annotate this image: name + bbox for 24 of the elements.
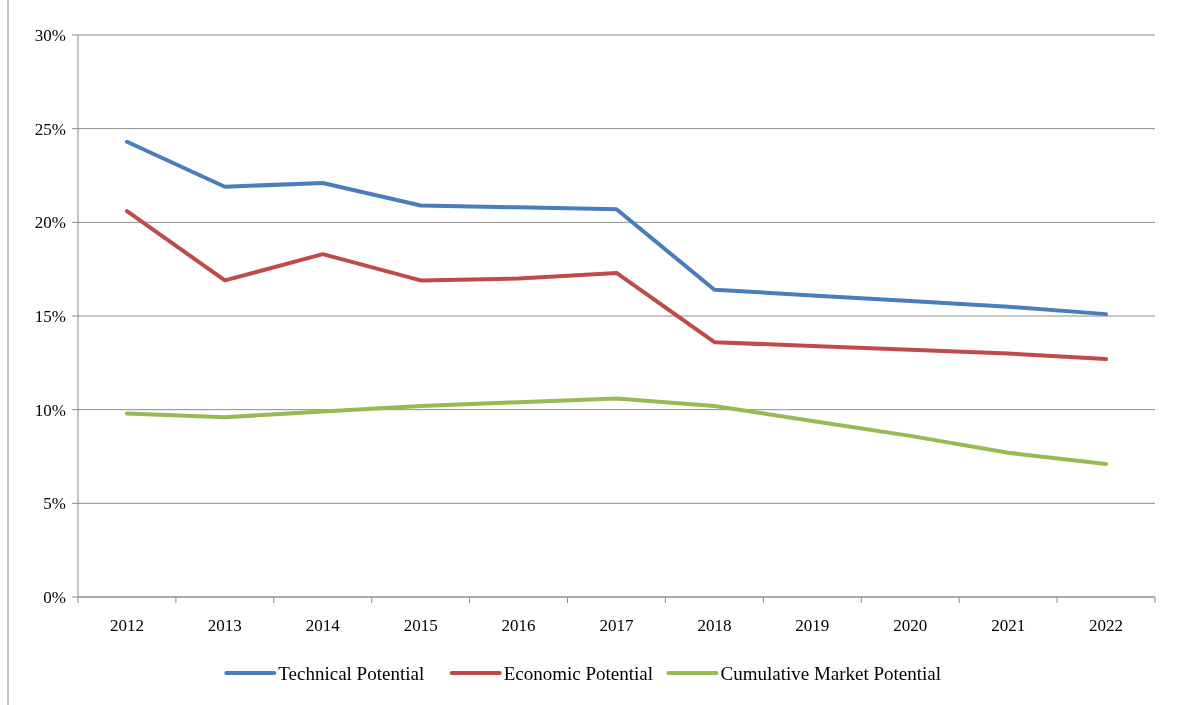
x-tick-label: 2021	[991, 616, 1026, 635]
y-tick-label: 20%	[34, 213, 66, 233]
y-tick-label: 15%	[34, 306, 66, 326]
x-tick-label: 2020	[893, 616, 928, 635]
y-tick-label: 0%	[43, 587, 66, 607]
legend-label: Technical Potential	[278, 662, 425, 684]
x-tick-label: 2022	[1089, 616, 1124, 635]
line-series	[124, 209, 1109, 362]
legend-label: Economic Potential	[503, 662, 654, 684]
y-tick-label: 30%	[34, 25, 66, 45]
line-series	[124, 139, 1109, 317]
x-tick-label: 2018	[697, 616, 732, 635]
x-tick-label: 2016	[501, 616, 536, 635]
y-tick-label: 10%	[34, 400, 66, 420]
y-tick-label: 25%	[34, 119, 66, 139]
legend-label: Cumulative Market Potential	[720, 662, 942, 684]
x-tick-label: 2014	[305, 616, 341, 635]
x-tick-label: 2012	[109, 616, 144, 635]
line-series	[124, 396, 1109, 466]
x-tick-label: 2013	[207, 616, 242, 635]
y-tick-label: 5%	[43, 494, 66, 514]
x-tick-label: 2015	[403, 616, 438, 635]
x-tick-label: 2019	[795, 616, 830, 635]
x-tick-label: 2017	[599, 616, 634, 635]
